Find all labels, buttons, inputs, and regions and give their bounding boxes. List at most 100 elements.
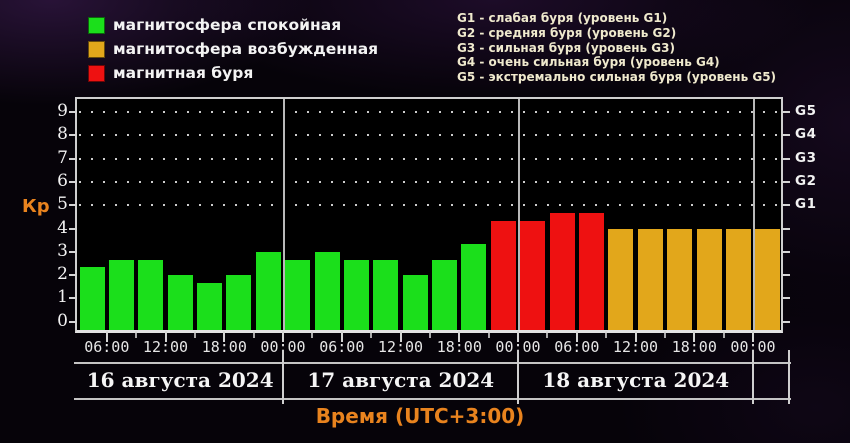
x-axis-tick: [282, 331, 284, 342]
x-axis-minor-tick: [135, 331, 138, 338]
right-axis-tick: [782, 134, 790, 137]
kp-bar: [461, 244, 487, 330]
x-axis-tick: [693, 331, 696, 342]
date-separator-tick: [282, 350, 285, 404]
right-axis-tick: [782, 111, 790, 113]
date-label: 18 августа 2024: [542, 368, 730, 392]
kp-bar: [608, 228, 634, 330]
time-tick-label: 06:00: [84, 338, 130, 356]
right-axis-tick: [782, 320, 790, 323]
g-scale-label: G2: [795, 172, 817, 189]
right-axis-tick: [782, 250, 790, 253]
legend: магнитосфера спокойная магнитосфера возбу…: [88, 16, 378, 82]
x-axis-minor-tick: [252, 331, 255, 338]
kp-gridline: [79, 157, 779, 160]
time-tick-label: 12:00: [377, 338, 424, 356]
x-axis-minor-tick: [428, 331, 431, 338]
y-axis-tick-label: 0: [57, 310, 68, 331]
x-axis-minor-tick: [193, 331, 196, 338]
g-scale-label: G3: [795, 149, 817, 166]
y-axis-tick-label: 8: [57, 124, 68, 145]
right-axis-tick: [782, 157, 790, 160]
kp-bar: [578, 212, 604, 330]
x-axis-tick: [340, 331, 343, 342]
storm-level-line: G2 - средняя буря (уровень G2): [457, 25, 677, 40]
y-axis-tick-label: 4: [57, 217, 68, 238]
kp-bar: [696, 228, 722, 330]
kp-bar: [520, 220, 546, 330]
legend-item: магнитосфера спокойная: [88, 16, 378, 34]
date-label: 17 августа 2024: [307, 368, 495, 392]
storm-level-line: G5 - экстремально сильная буря (уровень …: [457, 70, 777, 85]
y-axis-tick: [69, 320, 77, 323]
x-axis-tick: [752, 331, 754, 342]
y-axis-tick-label: 6: [57, 170, 68, 191]
legend-item-label: магнитосфера спокойная: [113, 16, 342, 34]
x-axis-tick: [105, 331, 108, 342]
kp-gridline: [79, 204, 779, 207]
kp-bar: [255, 251, 281, 330]
y-axis-tick: [69, 297, 77, 300]
axis-table-line: [74, 398, 791, 400]
kp-bar: [432, 259, 458, 330]
right-axis-tick: [782, 297, 790, 300]
kp-bar: [725, 228, 751, 330]
date-separator-tick: [788, 350, 790, 404]
legend-item-label: магнитная буря: [113, 64, 254, 82]
kp-gridline: [79, 111, 779, 113]
storm-level-line: G4 - очень сильная буря (уровень G4): [457, 55, 720, 70]
time-tick-label: 00:00: [260, 338, 306, 356]
storm-level-line: G3 - сильная буря (уровень G3): [457, 40, 675, 55]
kp-bar: [373, 259, 399, 330]
kp-bar: [167, 275, 193, 330]
right-axis-tick: [782, 204, 790, 207]
time-tick-label: 18:00: [201, 338, 247, 356]
y-axis-title: Кр: [22, 196, 50, 217]
legend-item: магнитная буря: [88, 64, 378, 82]
time-tick-label: 12:00: [142, 338, 189, 356]
x-axis-tick: [164, 331, 167, 342]
kp-gridline: [79, 180, 779, 183]
time-tick-label: 18:00: [671, 338, 717, 356]
legend-swatch-storm: [88, 64, 105, 82]
g-scale-label: G1: [795, 196, 817, 213]
y-axis-tick: [69, 227, 77, 230]
x-axis-minor-tick: [487, 331, 490, 338]
time-tick-label: 12:00: [612, 338, 659, 356]
y-axis-tick-label: 5: [57, 194, 68, 215]
day-separator-line: [753, 99, 756, 330]
x-axis-minor-tick: [546, 331, 549, 338]
x-axis-tick: [575, 331, 578, 342]
x-axis-title: Время (UTC+3:00): [315, 404, 525, 428]
kp-bar: [637, 228, 663, 330]
y-axis-tick: [69, 134, 77, 137]
plot-area: [75, 97, 783, 333]
y-axis-tick-label: 9: [57, 101, 68, 121]
kp-bar: [79, 267, 105, 330]
kp-bar: [755, 228, 781, 330]
storm-level-descriptions: G1 - слабая буря (уровень G1) G2 - средня…: [457, 11, 776, 85]
time-tick-label: 06:00: [319, 338, 365, 356]
axis-table-line: [74, 362, 791, 364]
g-scale-label: G4: [795, 126, 817, 143]
kp-bar: [197, 282, 223, 330]
date-separator-tick: [752, 350, 755, 404]
x-axis-tick: [458, 331, 461, 342]
kp-bar: [138, 259, 164, 330]
y-axis-tick: [69, 111, 77, 113]
kp-bar: [108, 259, 134, 330]
kp-bar: [667, 228, 693, 330]
day-separator-line: [283, 99, 286, 330]
x-axis-tick: [223, 331, 226, 342]
x-axis-tick: [634, 331, 637, 342]
y-axis-tick: [69, 157, 77, 160]
kp-bar: [402, 275, 428, 330]
legend-swatch-quiet: [88, 16, 105, 34]
legend-swatch-excited: [88, 40, 105, 58]
x-axis-minor-tick: [370, 331, 373, 338]
right-axis-tick: [782, 227, 790, 230]
y-axis-tick: [69, 180, 77, 183]
x-axis-tick: [517, 331, 519, 342]
right-axis-tick: [782, 274, 790, 277]
